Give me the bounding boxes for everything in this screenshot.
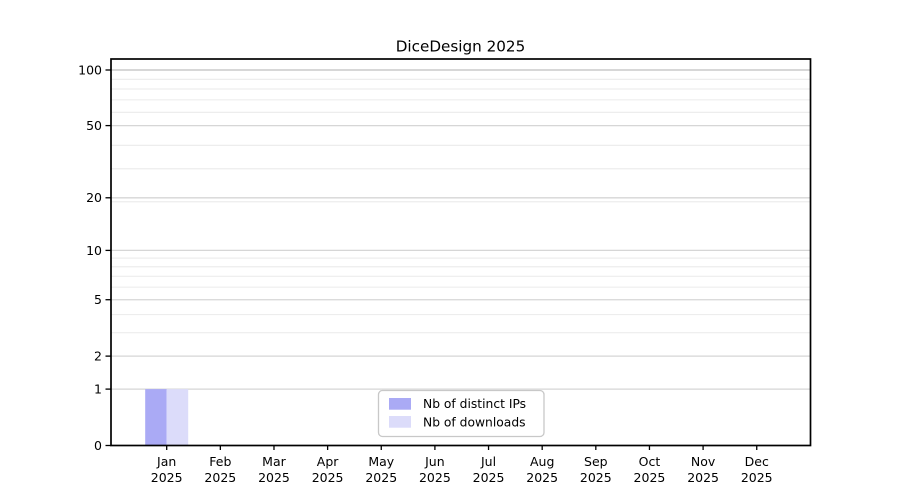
x-tick-label-year: 2025 <box>634 470 666 485</box>
bar-jan-downloads <box>166 389 189 446</box>
gridlines-layer <box>111 69 811 390</box>
x-tick-label-year: 2025 <box>312 470 344 485</box>
x-tick-label-month: Aug <box>530 454 554 469</box>
x-tick-label-month: Oct <box>639 454 661 469</box>
y-tick-label: 2 <box>94 349 102 364</box>
y-tick-label: 50 <box>86 118 102 133</box>
x-tick-label-year: 2025 <box>151 470 183 485</box>
x-tick-label-year: 2025 <box>580 470 612 485</box>
x-tick-label-month: Jan <box>156 454 176 469</box>
x-tick-label-month: Sep <box>584 454 608 469</box>
x-tick-label-year: 2025 <box>258 470 290 485</box>
y-tick-label: 100 <box>78 62 102 77</box>
x-tick-label-month: Nov <box>691 454 716 469</box>
x-tick-label-year: 2025 <box>741 470 773 485</box>
x-tick-label-month: Feb <box>209 454 231 469</box>
legend-box <box>377 389 545 438</box>
legend-label-downloads: Nb of downloads <box>423 415 526 429</box>
y-tick-label: 20 <box>86 190 102 205</box>
x-tick-label-month: May <box>368 454 394 469</box>
x-tick-label-month: Apr <box>317 454 339 469</box>
y-tick-label: 10 <box>86 243 102 258</box>
x-tick-label-year: 2025 <box>365 470 397 485</box>
x-tick-label-year: 2025 <box>526 470 558 485</box>
x-tick-label-year: 2025 <box>204 470 236 485</box>
x-tick-label-month: Mar <box>262 454 286 469</box>
legend: Nb of distinct IPs Nb of downloads <box>377 389 545 438</box>
x-tick-label-year: 2025 <box>473 470 505 485</box>
x-tick-label-year: 2025 <box>687 470 719 485</box>
plot-border <box>110 58 812 447</box>
legend-swatch-distinct-ips <box>389 398 411 410</box>
bars-layer <box>145 389 189 446</box>
x-tick-label-month: Jul <box>480 454 496 469</box>
x-tick-label-year: 2025 <box>419 470 451 485</box>
x-tick-label-month: Dec <box>745 454 769 469</box>
y-tick-label: 1 <box>94 382 102 397</box>
x-tick-label-month: Jun <box>424 454 445 469</box>
bar-jan-distinct-ips <box>145 389 167 446</box>
legend-swatch-downloads <box>389 416 411 428</box>
y-tick-label: 0 <box>94 438 102 453</box>
y-axis: 0 1 2 5 10 20 50 100 <box>78 62 111 453</box>
x-axis: Jan2025Feb2025Mar2025Apr2025May2025Jun20… <box>151 445 773 485</box>
legend-label-distinct-ips: Nb of distinct IPs <box>423 397 526 411</box>
y-tick-label: 5 <box>94 292 102 307</box>
chart-title: DiceDesign 2025 <box>396 38 526 56</box>
